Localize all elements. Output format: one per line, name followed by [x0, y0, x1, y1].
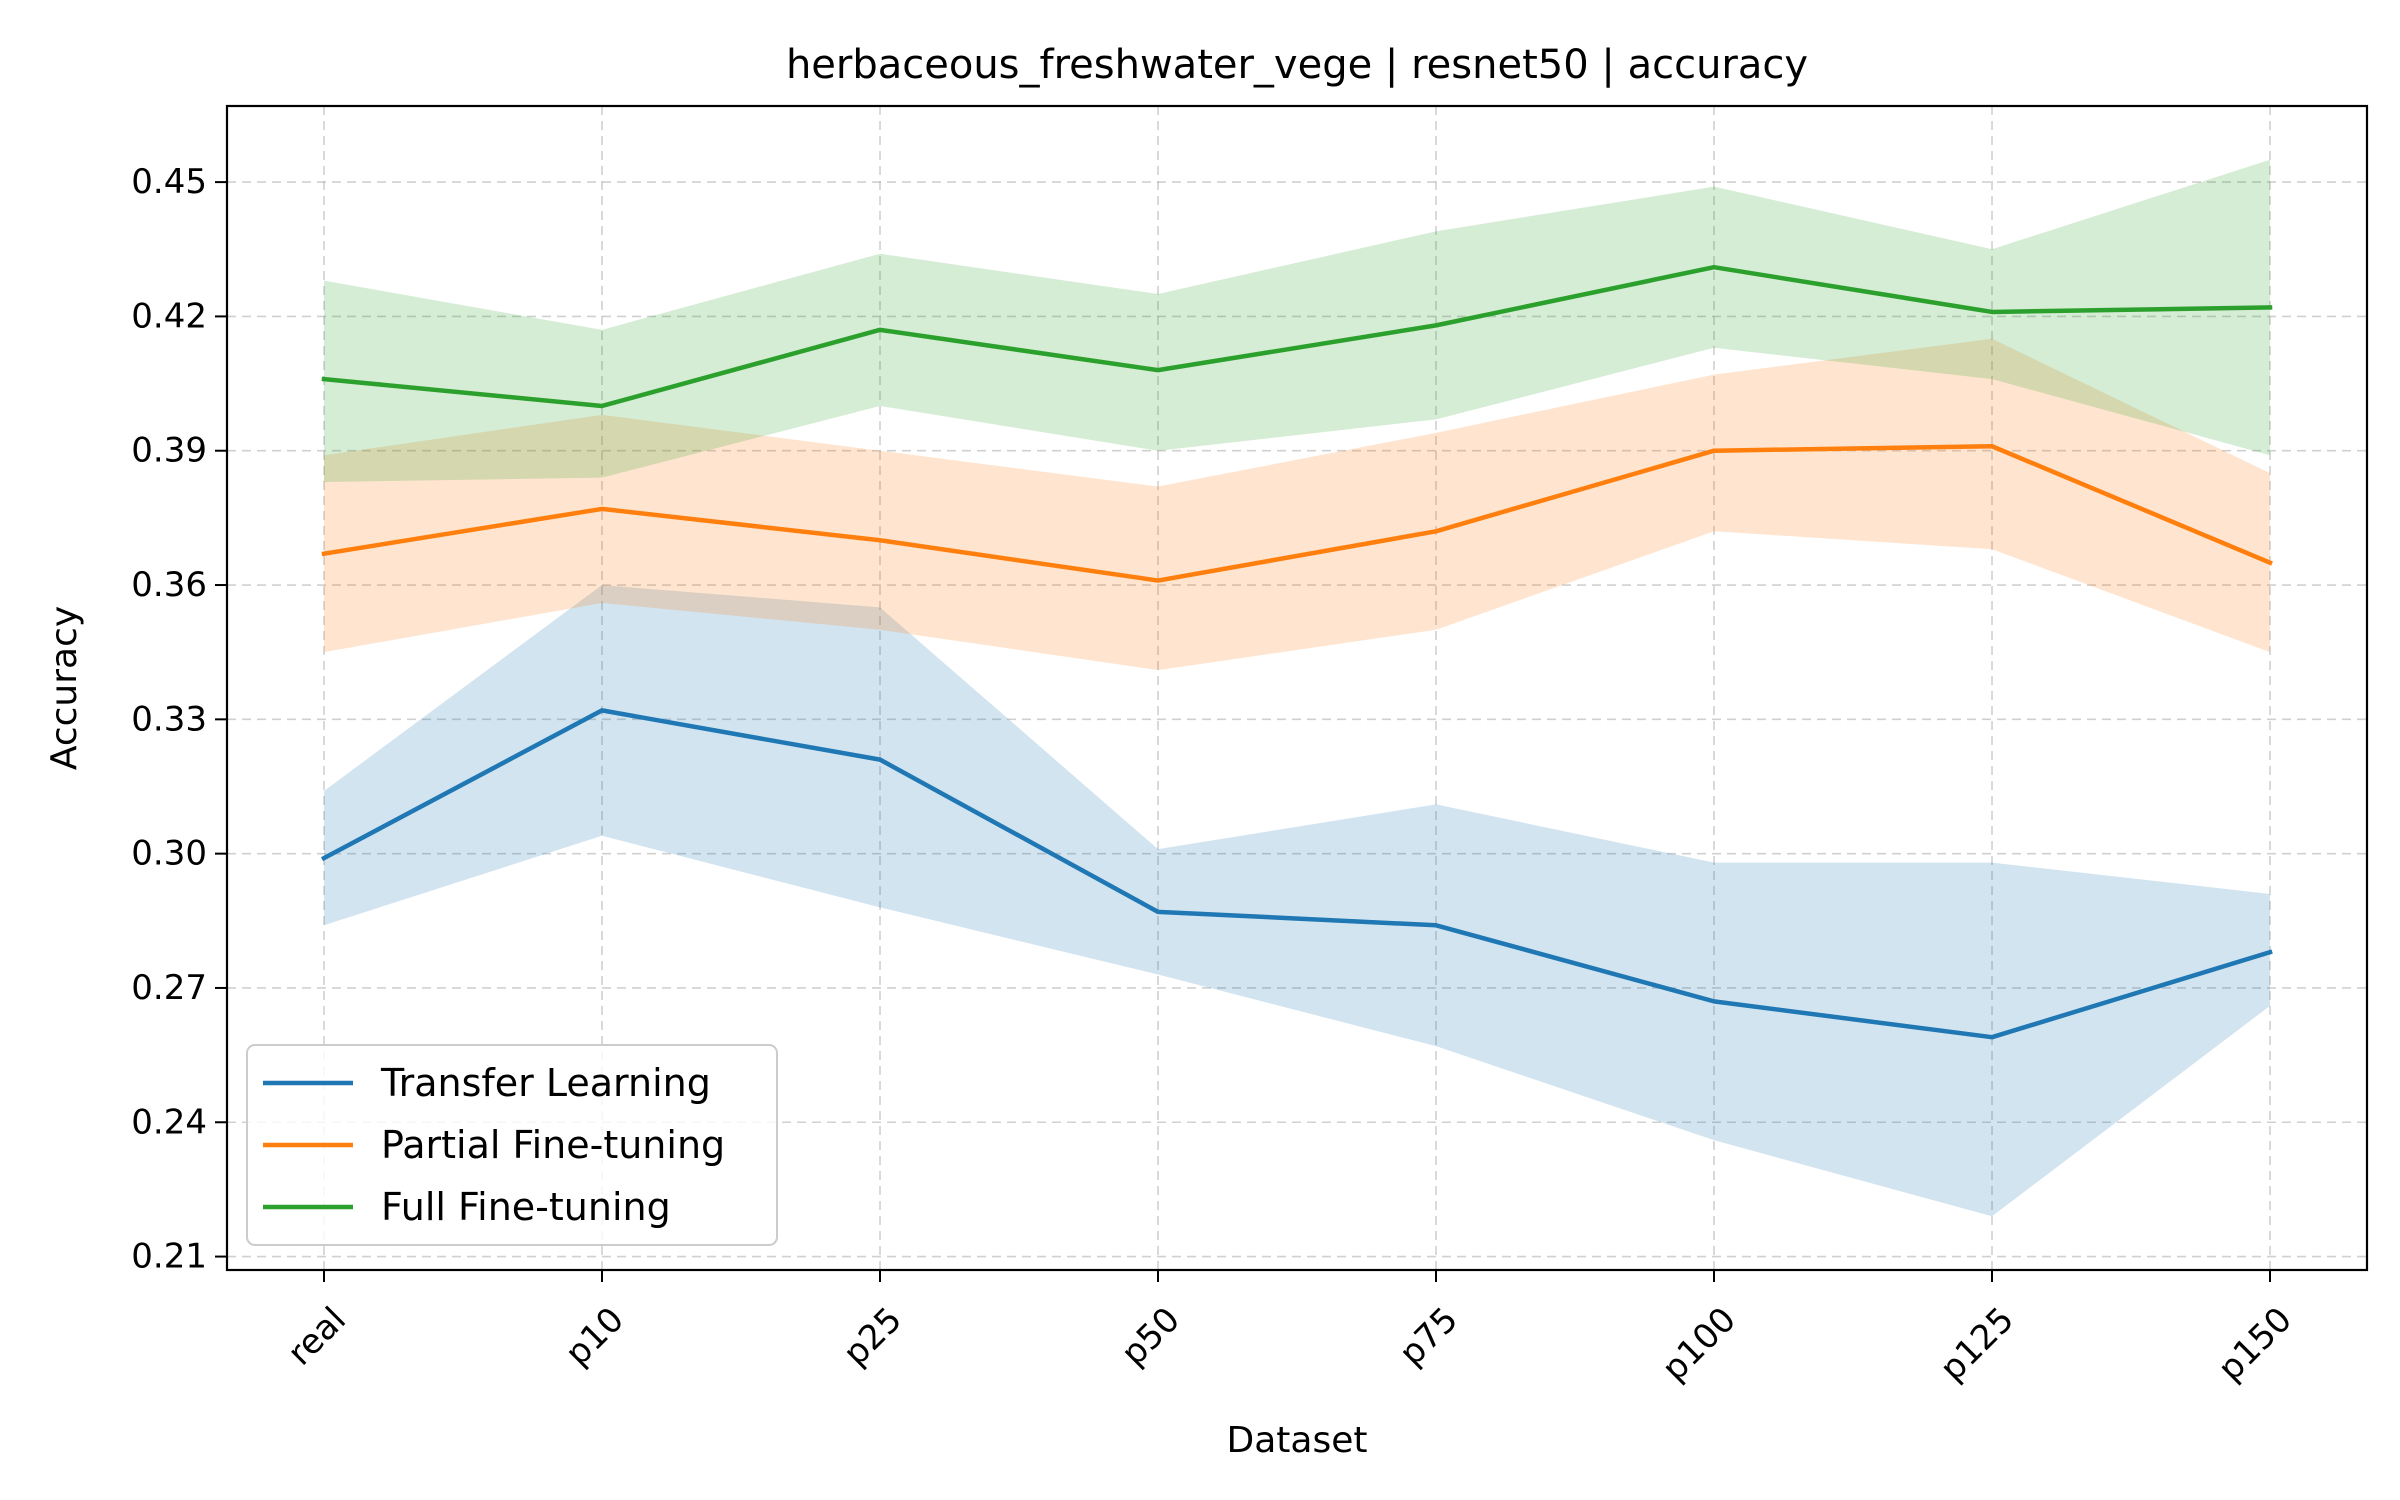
confidence-band: [324, 159, 2270, 483]
x-axis-title: Dataset: [1227, 1420, 1368, 1461]
plot-frame: [225, 104, 2369, 1272]
legend: Transfer Learning Partial Fine-tuning Full…: [246, 1044, 778, 1246]
y-tick-label: 0.36: [131, 565, 207, 605]
y-tick-label: 0.24: [131, 1102, 207, 1142]
series-line: [321, 264, 2273, 409]
confidence-band: [324, 338, 2270, 671]
y-tick-label: 0.45: [131, 162, 207, 202]
y-tick-label: 0.27: [131, 968, 207, 1008]
grid-lines: [227, 106, 2367, 1270]
series-line: [320, 708, 2273, 1040]
legend-label: Partial Fine-tuning: [381, 1123, 725, 1167]
legend-label: Transfer Learning: [380, 1061, 711, 1105]
confidence-band: [324, 585, 2270, 1217]
y-tick-label: 0.30: [131, 834, 207, 874]
y-tick-label: 0.42: [131, 296, 207, 336]
legend-box: [246, 1044, 778, 1246]
y-tick-label: 0.33: [131, 699, 207, 739]
series-lines: [320, 264, 2273, 1040]
y-tick-label: 0.39: [131, 431, 207, 471]
y-tick-label: 0.21: [131, 1237, 207, 1277]
y-axis-title: Accuracy: [44, 606, 85, 770]
legend-label: Full Fine-tuning: [381, 1185, 671, 1229]
chart-title: herbaceous_freshwater_vege | resnet50 | …: [786, 42, 1808, 88]
confidence-bands: [324, 159, 2270, 1217]
y-axis-ticks: 0.21 0.24 0.27 0.30 0.33 0.36 0.39 0.42 0.45: [131, 162, 227, 1277]
series-line: [321, 443, 2273, 583]
